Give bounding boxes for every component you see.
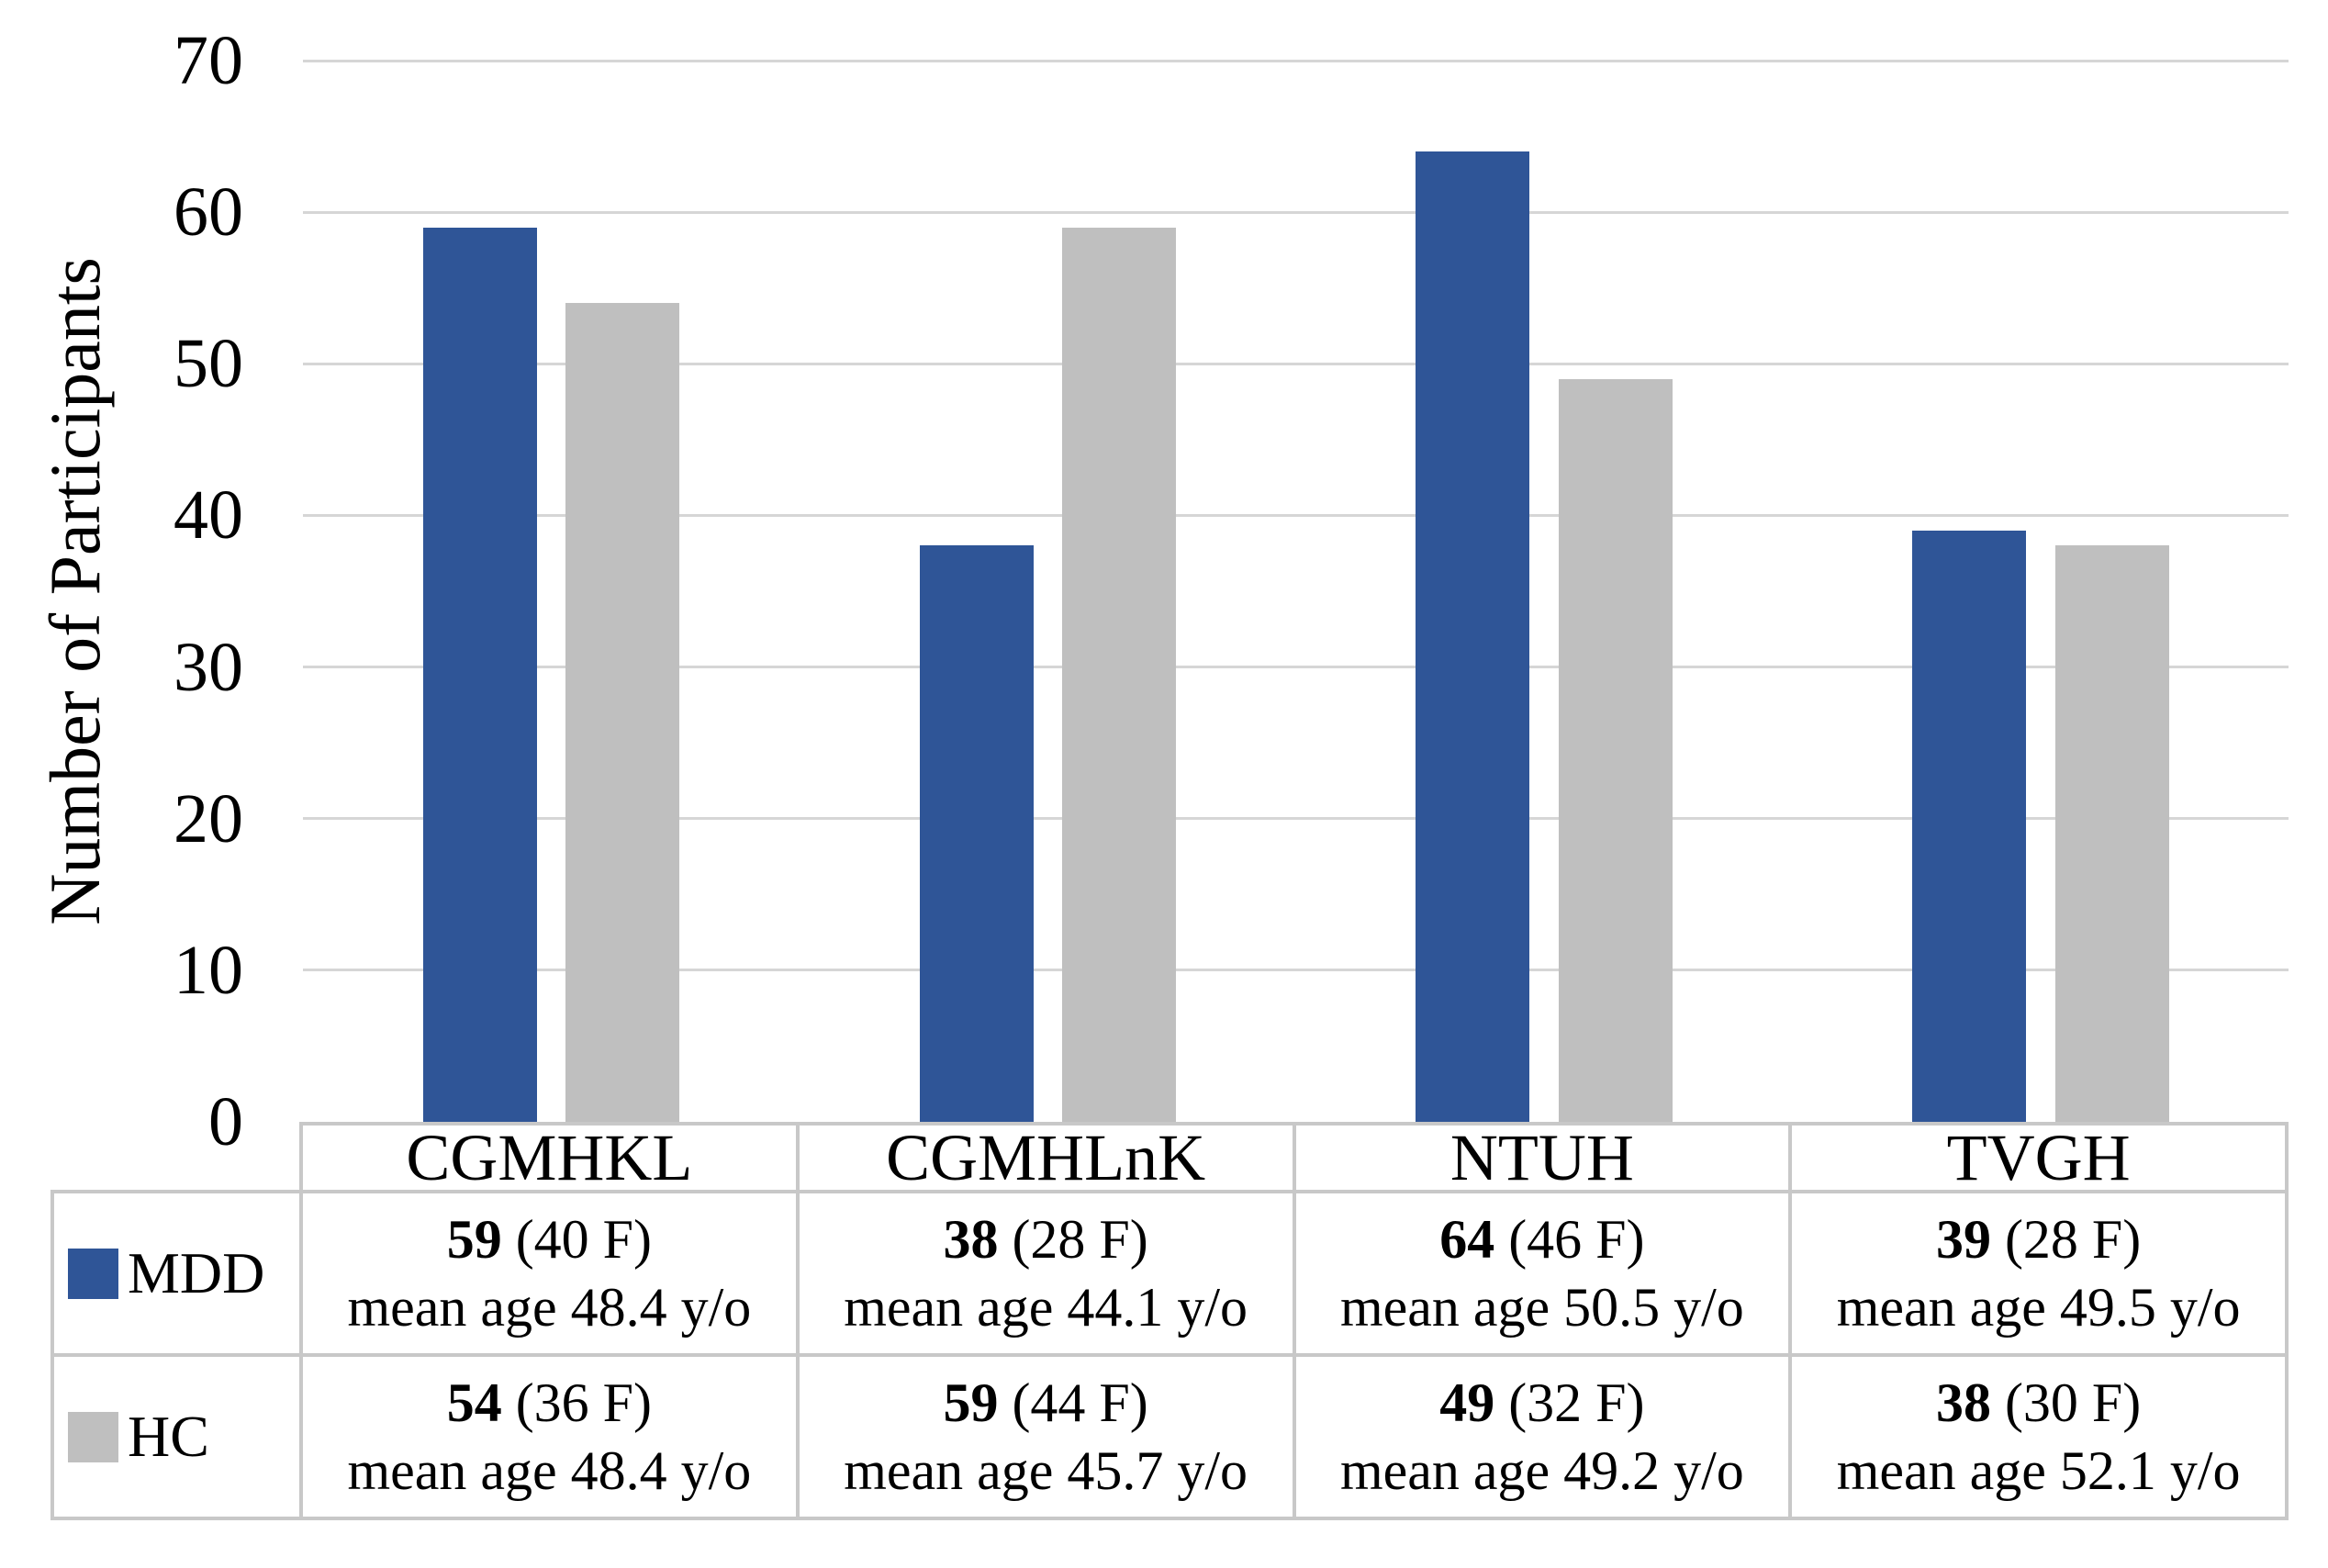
y-tick-label-30: 30 [173, 628, 243, 706]
bar-hc-CGMHLnK [1062, 227, 1177, 1122]
table-cell-mdd-cgmhkl: 59 (40 F) mean age 48.4 y/o [303, 1193, 800, 1357]
category-header-tvgh: TVGH [1792, 1122, 2289, 1193]
y-tick-label-50: 50 [173, 325, 243, 403]
bar-mdd-CGMHKL [422, 227, 537, 1122]
legend-item-mdd: MDD [50, 1193, 303, 1357]
cell-mean-age-line: mean age 48.4 y/o [347, 1440, 752, 1501]
gridline-60 [303, 210, 2289, 214]
y-tick-label-70: 70 [173, 22, 243, 99]
cell-mean-age-line: mean age 45.7 y/o [844, 1440, 1248, 1501]
table-corner-cell [50, 1122, 303, 1193]
y-tick-label-20: 20 [173, 779, 243, 857]
table-cell-hc-tvgh: 38 (30 F) mean age 52.1 y/o [1792, 1357, 2289, 1520]
y-tick-label-10: 10 [173, 931, 243, 1009]
legend-swatch-mdd [68, 1248, 118, 1299]
cell-count-line: 49 (32 F) [1439, 1372, 1645, 1433]
category-header-cgmhlnk: CGMHLnK [799, 1122, 1296, 1193]
y-tick-label-60: 60 [173, 174, 243, 252]
gridline-70 [303, 59, 2289, 62]
cell-mean-age-line: mean age 44.1 y/o [844, 1277, 1248, 1338]
cell-count-line: 59 (40 F) [446, 1209, 653, 1270]
category-header-cgmhkl: CGMHKL [303, 1122, 800, 1193]
gridline-30 [303, 666, 2289, 669]
gridline-10 [303, 969, 2289, 972]
y-tick-label-40: 40 [173, 476, 243, 554]
bar-hc-NTUH [1558, 378, 1673, 1122]
legend-item-hc: HC [50, 1357, 303, 1520]
bar-mdd-CGMHLnK [919, 545, 1034, 1122]
cell-count-line: 59 (44 F) [943, 1372, 1148, 1433]
cell-count-line: 38 (28 F) [943, 1209, 1148, 1270]
bar-hc-CGMHKL [565, 303, 680, 1122]
cell-count-line: 64 (46 F) [1439, 1209, 1645, 1270]
table-cell-mdd-cgmhlnk: 38 (28 F) mean age 44.1 y/o [799, 1193, 1296, 1357]
gridline-20 [303, 817, 2289, 821]
gridline-40 [303, 513, 2289, 517]
bar-hc-TVGH [2054, 545, 2169, 1122]
gridline-50 [303, 362, 2289, 365]
table-cell-mdd-tvgh: 39 (28 F) mean age 49.5 y/o [1792, 1193, 2289, 1357]
cell-count-line: 39 (28 F) [1935, 1209, 2142, 1270]
cell-mean-age-line: mean age 52.1 y/o [1836, 1440, 2241, 1501]
legend-label-mdd: MDD [128, 1240, 265, 1305]
bar-mdd-NTUH [1416, 151, 1530, 1122]
cell-count-line: 38 (30 F) [1935, 1372, 2142, 1433]
table-cell-hc-ntuh: 49 (32 F) mean age 49.2 y/o [1295, 1357, 1793, 1520]
legend-swatch-hc [68, 1411, 118, 1462]
cell-mean-age-line: mean age 49.5 y/o [1836, 1277, 2241, 1338]
category-header-ntuh: NTUH [1295, 1122, 1793, 1193]
cell-mean-age-line: mean age 49.2 y/o [1339, 1440, 1744, 1501]
cell-count-line: 54 (36 F) [446, 1372, 653, 1433]
table-cell-hc-cgmhlnk: 59 (44 F) mean age 45.7 y/o [799, 1357, 1296, 1520]
cell-mean-age-line: mean age 48.4 y/o [347, 1277, 752, 1338]
table-cell-hc-cgmhkl: 54 (36 F) mean age 48.4 y/o [303, 1357, 800, 1520]
y-tick-label-0: 0 [208, 1083, 243, 1160]
cell-mean-age-line: mean age 50.5 y/o [1339, 1277, 1744, 1338]
table-cell-mdd-ntuh: 64 (46 F) mean age 50.5 y/o [1295, 1193, 1793, 1357]
chart-data-table: CGMHKL CGMHLnK NTUH TVGH MDD 59 (40 F) mean ag… [50, 1122, 2289, 1520]
legend-label-hc: HC [128, 1404, 209, 1469]
bar-mdd-TVGH [1912, 530, 2027, 1122]
